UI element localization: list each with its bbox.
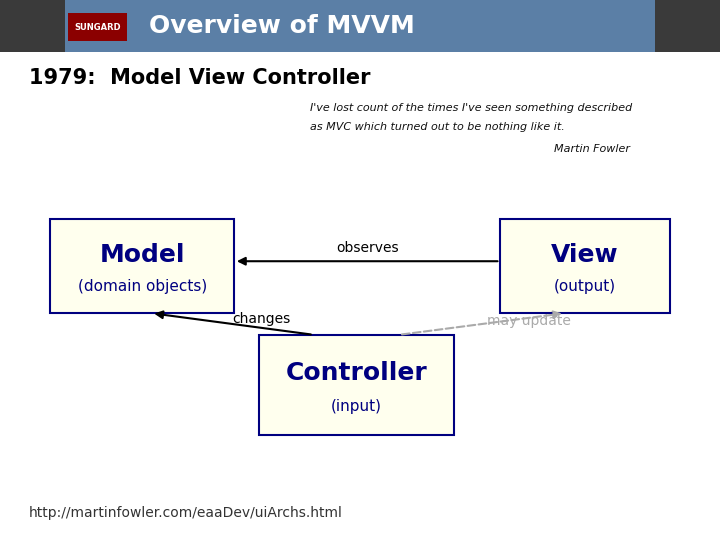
- Bar: [0, 0, 720, 52]
- Bar: [68, 13, 127, 42]
- Text: SUNGARD: SUNGARD: [75, 23, 121, 32]
- Text: observes: observes: [336, 241, 398, 255]
- Text: Controller: Controller: [286, 361, 427, 385]
- Text: (domain objects): (domain objects): [78, 279, 207, 294]
- Text: Overview of MVVM: Overview of MVVM: [149, 14, 415, 38]
- Text: Model: Model: [99, 242, 185, 267]
- Text: changes: changes: [232, 312, 290, 326]
- Text: http://martinfowler.com/eaaDev/uiArchs.html: http://martinfowler.com/eaaDev/uiArchs.h…: [29, 506, 343, 520]
- Bar: [0, 0, 65, 52]
- Text: Martin Fowler: Martin Fowler: [554, 144, 631, 153]
- Text: as MVC which turned out to be nothing like it.: as MVC which turned out to be nothing li…: [310, 122, 564, 132]
- Text: View: View: [552, 242, 618, 267]
- Text: I've lost count of the times I've seen something described: I've lost count of the times I've seen s…: [310, 103, 632, 113]
- Bar: [259, 335, 454, 435]
- Bar: [500, 219, 670, 313]
- Text: (input): (input): [331, 399, 382, 414]
- Bar: [50, 219, 234, 313]
- Bar: [655, 0, 720, 52]
- Text: 1979:  Model View Controller: 1979: Model View Controller: [29, 68, 370, 89]
- Text: (output): (output): [554, 279, 616, 294]
- Text: may update: may update: [487, 314, 571, 328]
